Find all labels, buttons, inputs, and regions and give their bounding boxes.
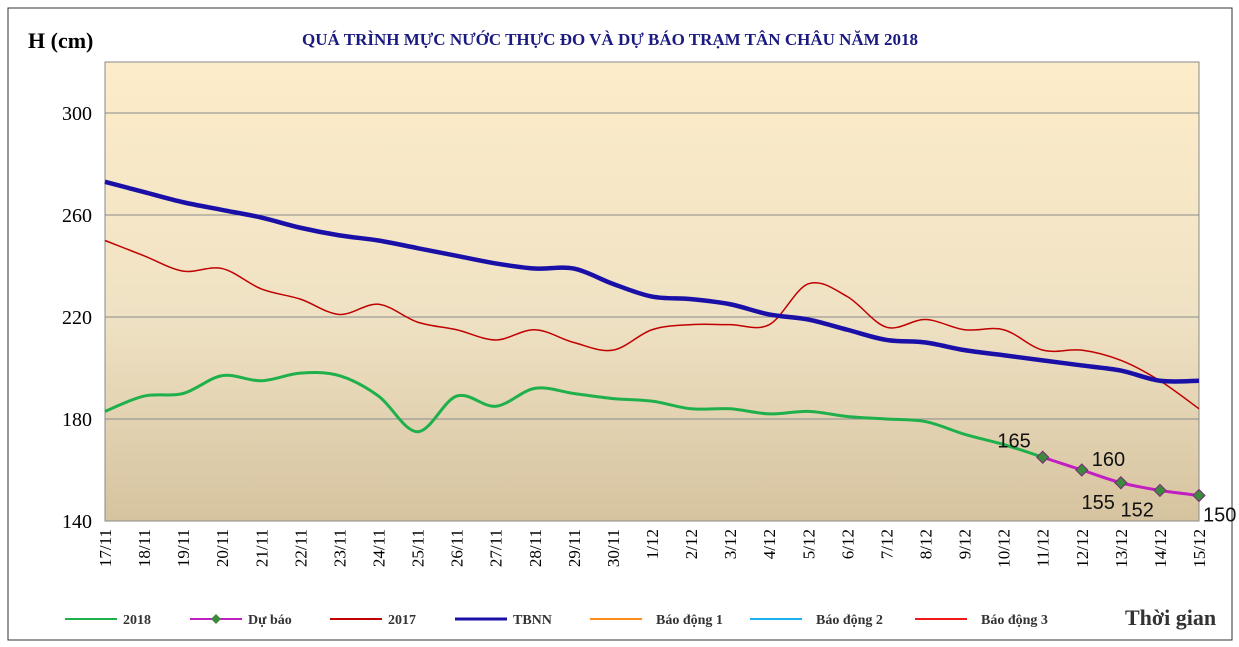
x-tick-label: 24/11 — [370, 529, 389, 567]
x-tick-label: 27/11 — [487, 529, 506, 567]
x-tick-label: 4/12 — [760, 529, 779, 559]
x-tick-label: 6/12 — [838, 529, 857, 559]
data-label: 150 — [1203, 505, 1236, 527]
y-tick-label: 300 — [62, 103, 92, 125]
data-label: 155 — [1081, 492, 1114, 514]
data-point — [1075, 463, 1089, 477]
x-tick-label: 9/12 — [956, 529, 975, 559]
x-tick-label: 14/12 — [1151, 529, 1170, 568]
legend-label: Báo động 3 — [981, 613, 1048, 628]
y-tick-label: 140 — [62, 511, 92, 533]
x-tick-label: 30/11 — [604, 529, 623, 567]
y-tick-label: 220 — [62, 307, 92, 329]
legend-marker — [211, 614, 221, 624]
series-line — [104, 371, 1044, 459]
x-tick-label: 2/12 — [682, 529, 701, 559]
series-line — [104, 239, 1200, 410]
legend-label: Báo động 1 — [656, 613, 723, 628]
y-axis-label: H (cm) — [28, 28, 93, 53]
plot-area — [104, 61, 1200, 522]
x-tick-label: 23/11 — [330, 529, 349, 567]
data-point — [1153, 483, 1167, 498]
x-tick-label: 13/12 — [1112, 529, 1131, 568]
legend-label: 2018 — [123, 613, 151, 628]
x-tick-label: 21/11 — [252, 529, 271, 567]
x-tick-label: 22/11 — [291, 529, 310, 567]
data-label: 165 — [997, 430, 1030, 452]
y-tick-label: 260 — [62, 205, 92, 227]
x-tick-label: 18/11 — [135, 529, 154, 567]
legend-label: 2017 — [388, 613, 416, 628]
x-tick-label: 8/12 — [917, 529, 936, 559]
legend-label: Dự báo — [248, 613, 292, 628]
x-tick-label: 12/12 — [1073, 529, 1092, 568]
legend-label: TBNN — [513, 613, 552, 628]
x-tick-label: 11/12 — [1034, 529, 1053, 567]
data-label: 152 — [1121, 499, 1154, 521]
series-line — [104, 179, 1200, 384]
x-tick-label: 1/12 — [643, 529, 662, 559]
x-tick-label: 15/12 — [1190, 529, 1209, 568]
data-point — [1192, 488, 1206, 503]
x-tick-label: 25/11 — [409, 529, 428, 567]
data-point — [1036, 450, 1050, 464]
data-label: 160 — [1092, 449, 1125, 471]
data-point — [1114, 476, 1128, 490]
x-tick-label: 28/11 — [526, 529, 545, 567]
x-axis-label: Thời gian — [1125, 605, 1216, 630]
x-tick-label: 26/11 — [448, 529, 467, 567]
legend-label: Báo động 2 — [816, 613, 883, 628]
x-tick-label: 10/12 — [995, 529, 1014, 568]
x-tick-label: 19/11 — [174, 529, 193, 567]
x-tick-label: 17/11 — [96, 529, 115, 567]
x-tick-label: 7/12 — [877, 529, 896, 559]
y-tick-label: 180 — [62, 409, 92, 431]
x-tick-label: 3/12 — [721, 529, 740, 559]
x-tick-label: 5/12 — [799, 529, 818, 559]
chart-title: QUÁ TRÌNH MỰC NƯỚC THỰC ĐO VÀ DỰ BÁO TRẠ… — [302, 30, 918, 49]
x-tick-label: 29/11 — [565, 529, 584, 567]
x-tick-label: 20/11 — [213, 529, 232, 567]
